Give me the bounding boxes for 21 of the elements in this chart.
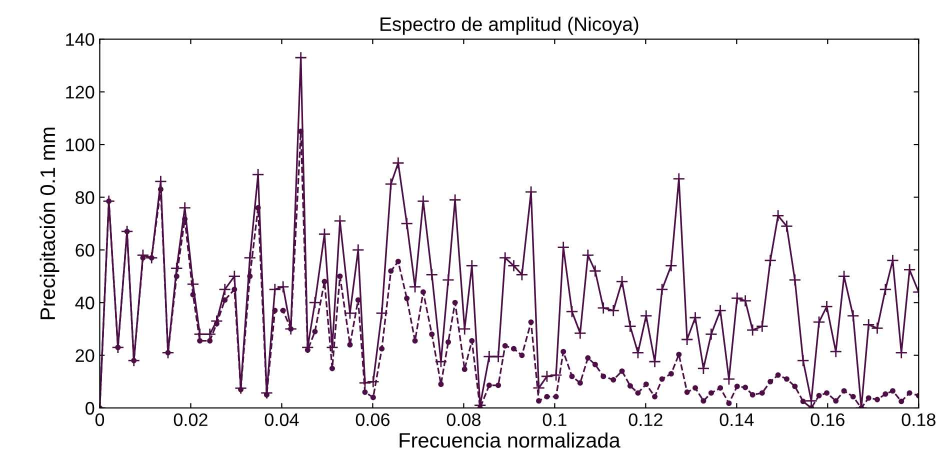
x-axis-title: Frecuencia normalizada <box>400 432 620 448</box>
x-tick-label: 0.18 <box>902 413 936 426</box>
y-axis-title: Precipitación 0.1 mm <box>40 128 60 320</box>
x-tick-label: 0.16 <box>810 413 844 426</box>
x-tick-label: 0.06 <box>356 413 390 426</box>
x-tick-label: 0.08 <box>446 413 480 426</box>
y-tick-label: 40 <box>75 296 94 310</box>
x-tick-label: 0 <box>95 413 104 426</box>
x-tick-label: 0.02 <box>174 413 208 426</box>
y-tick-label: 0 <box>86 402 94 415</box>
chart-title: Espectro de amplitud (Nicoya) <box>380 16 638 35</box>
y-tick-label: 120 <box>66 86 94 99</box>
y-tick-label: 140 <box>66 33 94 46</box>
x-tick-label: 0.04 <box>264 413 299 426</box>
y-tick-label: 80 <box>76 191 94 204</box>
y-tick-label: 20 <box>76 349 94 362</box>
y-tick-label: 60 <box>76 244 94 257</box>
x-tick-label: 0.1 <box>542 413 566 426</box>
x-tick-label: 0.12 <box>628 413 662 426</box>
y-tick-label: 100 <box>66 138 94 152</box>
x-tick-label: 0.14 <box>720 413 754 426</box>
